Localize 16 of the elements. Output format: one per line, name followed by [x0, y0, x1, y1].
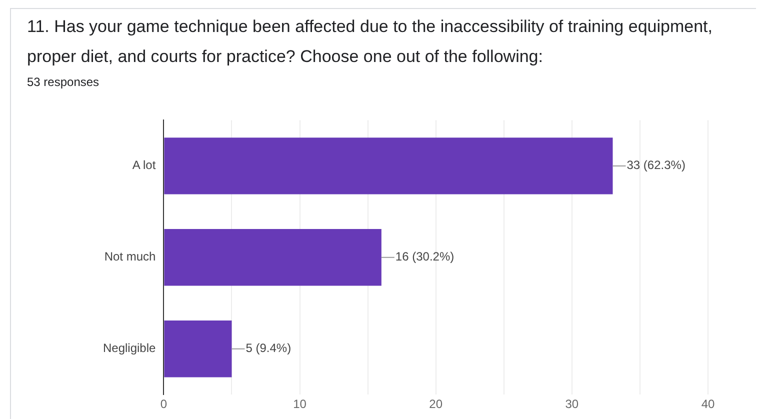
chart-title: 11. Has your game technique been affected due to the inaccessibility of training equipment, proper diet, and courts for practice? Choose one out of the following: — [27, 16, 714, 68]
bar — [164, 320, 232, 378]
bar — [164, 229, 382, 286]
x-tick-label: 10 — [293, 397, 307, 412]
text: 53 responses — [27, 75, 100, 89]
x-tick-label: 30 — [565, 397, 579, 412]
y-tick-label: A lot — [132, 158, 156, 172]
x-tick-label: 0 — [160, 397, 168, 412]
data-label: 16 (30.2%) — [395, 250, 454, 264]
y-tick-label: Negligible — [102, 341, 156, 356]
y-tick-label: Not much — [104, 250, 156, 264]
x-tick-label: 40 — [701, 397, 715, 412]
x-tick-label: 20 — [429, 397, 443, 412]
data-label: 33 (62.3%) — [626, 158, 686, 172]
data-label: 5 (9.4%) — [246, 341, 292, 356]
bar — [164, 138, 613, 194]
